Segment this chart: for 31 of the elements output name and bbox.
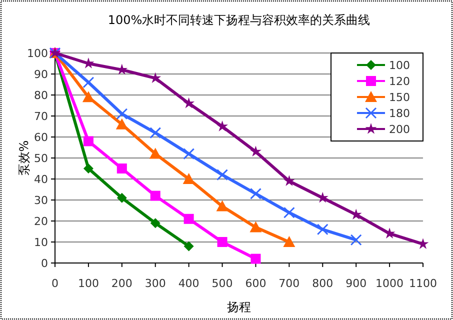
- y-tick-label: 20: [34, 215, 48, 228]
- chart-title: 100%水时不同转速下扬程与容积效率的关系曲线: [108, 13, 370, 27]
- legend-label: 200: [389, 123, 410, 136]
- x-tick-label: 400: [178, 277, 200, 290]
- legend-label: 100: [389, 59, 410, 72]
- legend-label: 150: [389, 91, 410, 104]
- y-tick-label: 60: [34, 131, 48, 144]
- x-tick-label: 1100: [409, 277, 437, 290]
- y-tick-label: 80: [34, 89, 48, 102]
- legend-label: 180: [389, 107, 410, 120]
- y-tick-label: 70: [34, 110, 48, 123]
- y-tick-label: 100: [27, 47, 48, 60]
- y-tick-label: 30: [34, 194, 48, 207]
- y-tick-label: 90: [34, 68, 48, 81]
- x-tick-label: 0: [52, 277, 58, 290]
- y-tick-label: 40: [34, 173, 48, 186]
- y-tick-label: 0: [41, 257, 48, 270]
- x-tick-label: 200: [111, 277, 132, 290]
- x-tick-label: 900: [346, 277, 367, 290]
- x-tick-label: 700: [278, 277, 300, 290]
- x-tick-label: 300: [144, 277, 166, 290]
- x-tick-label: 100: [78, 277, 99, 290]
- x-tick-label: 600: [245, 277, 266, 290]
- x-tick-label: 1000: [376, 277, 404, 290]
- y-axis-title: 泵效%: [17, 140, 31, 176]
- y-tick-label: 50: [34, 152, 48, 165]
- x-tick-label: 800: [312, 277, 334, 290]
- legend-label: 120: [389, 75, 410, 88]
- x-tick-label: 500: [212, 277, 233, 290]
- y-tick-label: 10: [34, 236, 48, 249]
- x-axis-title: 扬程: [227, 300, 251, 314]
